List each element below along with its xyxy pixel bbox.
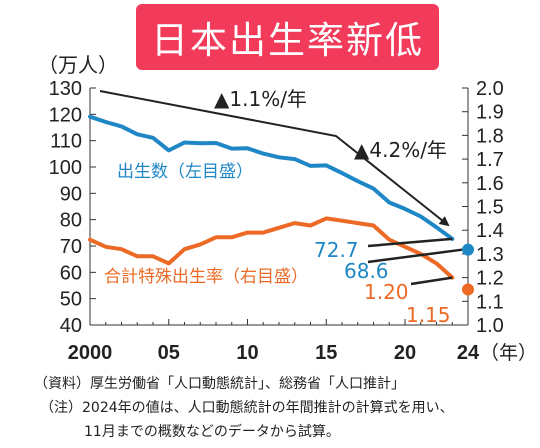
series-label-births: 出生数（左目盛） [117, 162, 253, 182]
y-right-tick-label: 1.2 [476, 268, 504, 290]
y-right-tick-label: 1.0 [476, 315, 504, 337]
footnote-line-2: 11月までの概数などのデータから試算。 [84, 424, 340, 440]
y-right-tick-label: 1.9 [476, 102, 504, 124]
leader-line-end-births [367, 237, 453, 248]
y-left-tick-label: 60 [60, 262, 82, 284]
title-badge: 日本出生率新低 [136, 4, 439, 70]
y-right-tick-label: 1.7 [476, 149, 504, 171]
y-right-tick-label: 2.0 [476, 78, 504, 100]
x-tick-label: 24 [457, 342, 480, 364]
y-right-tick-label: 1.3 [476, 244, 504, 266]
y-left-axis-label: （万人） [38, 53, 118, 77]
series-line-2 [88, 216, 455, 280]
annotation-layer: 出生数（左目盛） 合計特殊出生率（右目盛） 72.768.61.201.15 ▲1.1… [99, 87, 463, 327]
projection-point-2 [462, 283, 474, 296]
x-tick-label: 20 [394, 342, 416, 364]
leader-line-end-fertility [410, 276, 453, 286]
x-tick-label: 15 [315, 342, 337, 364]
y-right-tick-label: 1.4 [476, 220, 504, 242]
y-left-tick-label: 120 [49, 104, 82, 126]
y-right-tick-label: 1.8 [476, 125, 504, 147]
annotation-trend-2: ▲4.2%/年 [354, 138, 447, 162]
y-left-tick-label: 70 [60, 236, 82, 258]
series-label-fertility: 合計特殊出生率（右目盛） [104, 267, 308, 287]
axes: 4050607080901001101201301.01.11.21.31.41… [38, 53, 537, 364]
end-label-births: 72.7 [314, 238, 359, 262]
projection-label-births: 68.6 [344, 259, 389, 283]
x-tick-label: 10 [236, 342, 258, 364]
footnote-line-1: （注）2024年の値は、人口動態統計の年間推計の計算式を用い、 [40, 400, 454, 416]
y-left-tick-label: 110 [50, 131, 82, 153]
leader-line-projection-births [367, 248, 463, 264]
y-left-tick-label: 80 [60, 210, 82, 232]
x-tick-label: 05 [158, 342, 180, 364]
chart: 4050607080901001101201301.01.11.21.31.41… [38, 53, 537, 364]
end-label-fertility: 1.20 [364, 280, 409, 304]
series-line-1 [88, 114, 455, 241]
source-note: （資料）厚生労働省「人口動態統計」、総務省「人口推計」 [34, 376, 405, 392]
annotation-trend-1: ▲1.1%/年 [214, 87, 307, 111]
y-left-tick-label: 40 [60, 315, 82, 337]
notes: （資料）厚生労働省「人口動態統計」、総務省「人口推計」 （注）2024年の値は、… [0, 372, 540, 444]
series-layer [88, 114, 474, 296]
y-right-tick-label: 1.5 [476, 197, 504, 219]
x-tick-label: 2000 [68, 342, 113, 364]
y-left-tick-label: 100 [49, 157, 82, 179]
chart-title: 日本出生率新低 [151, 19, 424, 62]
y-left-tick-label: 50 [60, 289, 82, 311]
x-axis-label: （年） [480, 342, 537, 364]
y-left-tick-label: 90 [60, 183, 82, 205]
trend-arrow [99, 90, 450, 227]
projection-point-1 [462, 243, 474, 256]
y-right-tick-label: 1.6 [476, 173, 504, 195]
projection-label-fertility: 1.15 [406, 303, 451, 327]
y-right-tick-label: 1.1 [476, 291, 504, 313]
y-left-tick-label: 130 [49, 78, 82, 100]
